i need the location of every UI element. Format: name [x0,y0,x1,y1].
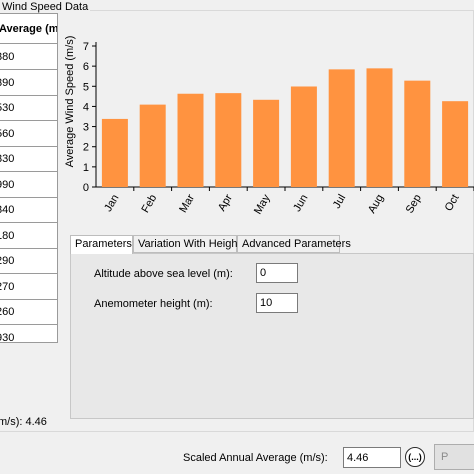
grid-row[interactable]: 930 [0,325,57,343]
y-tick-label: 2 [83,142,89,154]
chart-bar [328,69,355,187]
y-tick-label: 3 [83,122,89,134]
y-tick-label: 5 [83,81,89,93]
grid-cell-value: 560 [0,127,15,140]
grid-row[interactable]: 530 [0,95,57,121]
chart-bar [442,101,469,187]
chart-svg: 0 1 2 3 4 5 6 7 Jan Feb Mar Apr May Jun Jul Aug Sep Oct Av… [64,36,474,216]
x-tick-label: Jun [291,193,310,214]
anemometer-height-input[interactable] [256,293,298,313]
x-tick-label: Apr [216,192,235,213]
grid-row[interactable]: 270 [0,274,57,300]
y-tick-label: 7 [83,41,89,53]
x-tick-label: Mar [177,192,197,215]
altitude-label: Altitude above sea level (m): [94,268,233,280]
grid-cell-value: 270 [0,280,15,293]
grid-cell-value: 530 [0,102,15,114]
partial-button[interactable]: P [434,444,474,470]
grid-row[interactable]: 180 [0,223,57,249]
x-tick-label: Aug [366,193,386,216]
anemometer-height-label: Anemometer height (m): [94,298,213,310]
tab-parameters[interactable]: Parameters [70,235,133,254]
x-tick-label: May [252,192,273,216]
chart-bar [215,93,242,187]
grid-row[interactable]: 990 [0,172,57,198]
x-tick-label: Jan [102,193,121,214]
tab-variation-with-height[interactable]: Variation With Height [133,235,241,253]
grid-row[interactable]: 330 [0,146,57,172]
annual-average-readout: m/s): 4.46 [0,416,47,428]
x-tick-label: Sep [404,193,424,216]
grid-cell-value: 990 [0,178,15,191]
grid-cell-value: 390 [0,76,15,89]
group-title: Wind Speed Data [0,1,91,13]
grid-cell-value: 340 [0,204,15,216]
y-tick-label: 6 [83,61,89,73]
grid-header-average[interactable]: Average (m/ [0,14,57,44]
y-axis-title: Average Wind Speed (m/s) [64,36,76,168]
grid-cell-value: 290 [0,255,15,267]
parameters-panel: Altitude above sea level (m): Anemometer… [70,253,474,419]
grid-row[interactable]: 340 [0,197,57,223]
grid-cell-value: 180 [0,229,15,242]
wind-speed-chart: 0 1 2 3 4 5 6 7 Jan Feb Mar Apr May Jun Jul Aug Sep Oct Av… [58,13,474,235]
y-tick-label: 1 [83,162,89,174]
chart-bar [101,118,128,187]
monthly-average-grid[interactable]: Average (m/ 380 390 530 560 330 990 340 180 290 2… [0,13,58,343]
y-tick-label: 4 [83,101,89,113]
x-tick-label: Oct [443,193,462,214]
grid-row[interactable]: 390 [0,70,57,96]
grid-row[interactable]: 260 [0,299,57,325]
scaled-annual-average-input[interactable] [343,447,401,468]
y-tick-label: 0 [83,182,89,194]
tab-advanced-parameters[interactable]: Advanced Parameters [237,235,351,253]
chart-bar [139,104,166,187]
x-tick-label: Jul [331,193,348,211]
ellipsis-button[interactable]: (...) [405,447,425,467]
grid-cell-value: 330 [0,153,15,165]
chart-bar [290,86,317,187]
grid-row[interactable]: 560 [0,121,57,147]
altitude-input[interactable] [256,263,298,283]
chart-bar [366,68,393,187]
grid-row[interactable]: 380 [0,44,57,70]
chart-bar [404,80,431,187]
x-tick-label: Feb [139,193,159,215]
grid-cell-value: 380 [0,51,15,63]
grid-cell-value: 930 [0,331,15,343]
grid-row[interactable]: 290 [0,248,57,274]
chart-bar [253,99,280,187]
chart-bar [177,93,204,187]
grid-cell-value: 260 [0,306,15,318]
scaled-annual-average-label: Scaled Annual Average (m/s): [183,452,328,464]
